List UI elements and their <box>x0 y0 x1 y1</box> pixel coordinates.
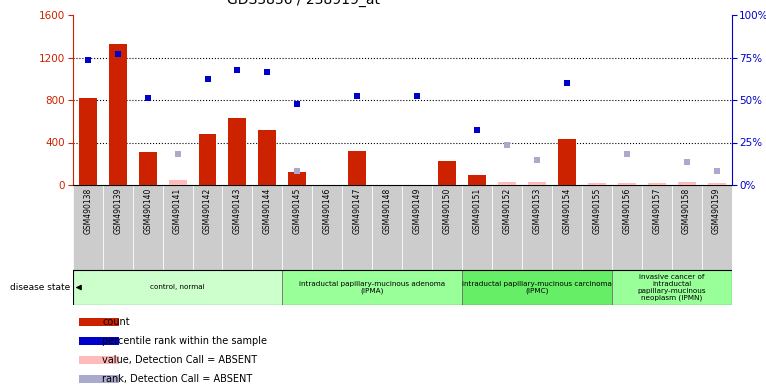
Text: GSM490147: GSM490147 <box>352 187 362 234</box>
Text: GSM490153: GSM490153 <box>532 187 542 234</box>
Bar <box>198 134 217 185</box>
Bar <box>228 118 247 185</box>
Text: GSM490150: GSM490150 <box>443 187 452 234</box>
Bar <box>162 185 192 270</box>
Bar <box>468 175 486 185</box>
Text: GSM490143: GSM490143 <box>233 187 242 234</box>
Bar <box>342 185 372 270</box>
Text: invasive cancer of
intraductal
papillary-mucinous
neoplasm (IPMN): invasive cancer of intraductal papillary… <box>637 274 706 301</box>
Bar <box>133 185 162 270</box>
Title: GDS3836 / 238919_at: GDS3836 / 238919_at <box>227 0 380 7</box>
Text: GSM490146: GSM490146 <box>322 187 332 234</box>
Text: GSM490158: GSM490158 <box>682 187 691 234</box>
Bar <box>283 185 313 270</box>
Bar <box>283 270 462 305</box>
Bar <box>432 185 462 270</box>
Bar <box>402 185 432 270</box>
Bar <box>79 98 97 185</box>
Bar <box>73 270 283 305</box>
Text: GSM490145: GSM490145 <box>293 187 302 234</box>
Text: control, normal: control, normal <box>150 285 205 291</box>
Text: GSM490157: GSM490157 <box>652 187 661 234</box>
Bar <box>349 151 366 185</box>
Bar <box>498 182 516 185</box>
Bar <box>702 185 732 270</box>
Text: count: count <box>103 318 130 328</box>
Bar <box>588 183 606 185</box>
Bar <box>552 185 582 270</box>
Bar <box>80 356 119 364</box>
Bar <box>678 182 696 185</box>
Bar <box>80 338 119 345</box>
Text: percentile rank within the sample: percentile rank within the sample <box>103 336 267 346</box>
Bar <box>73 185 103 270</box>
Bar <box>109 44 126 185</box>
Bar <box>672 185 702 270</box>
Bar <box>492 185 522 270</box>
Bar <box>169 180 187 185</box>
Bar <box>372 185 402 270</box>
Text: GSM490148: GSM490148 <box>383 187 391 234</box>
Bar <box>582 185 612 270</box>
Text: GSM490156: GSM490156 <box>622 187 631 234</box>
Text: rank, Detection Call = ABSENT: rank, Detection Call = ABSENT <box>103 374 253 384</box>
Text: GSM490152: GSM490152 <box>502 187 512 234</box>
Text: value, Detection Call = ABSENT: value, Detection Call = ABSENT <box>103 355 257 365</box>
Text: GSM490155: GSM490155 <box>592 187 601 234</box>
Text: intraductal papillary-mucinous carcinoma
(IPMC): intraductal papillary-mucinous carcinoma… <box>462 281 612 294</box>
Text: GSM490142: GSM490142 <box>203 187 212 234</box>
Bar <box>708 183 725 185</box>
Text: GSM490138: GSM490138 <box>83 187 92 234</box>
Bar <box>612 270 732 305</box>
Text: GSM490140: GSM490140 <box>143 187 152 234</box>
Bar <box>528 182 546 185</box>
Bar <box>192 185 222 270</box>
Text: GSM490159: GSM490159 <box>712 187 721 234</box>
Bar <box>313 185 342 270</box>
Bar <box>558 139 576 185</box>
Bar <box>462 270 612 305</box>
Text: GSM490149: GSM490149 <box>413 187 421 234</box>
Bar <box>80 375 119 383</box>
Text: intraductal papillary-mucinous adenoma
(IPMA): intraductal papillary-mucinous adenoma (… <box>300 281 445 294</box>
Text: GSM490139: GSM490139 <box>113 187 123 234</box>
Bar <box>80 318 119 326</box>
Text: GSM490144: GSM490144 <box>263 187 272 234</box>
Bar <box>462 185 492 270</box>
Bar <box>642 185 672 270</box>
Bar <box>288 172 306 185</box>
Text: GSM490141: GSM490141 <box>173 187 182 234</box>
Bar <box>617 183 636 185</box>
Text: disease state: disease state <box>9 283 70 292</box>
Bar <box>139 152 156 185</box>
Bar <box>438 161 456 185</box>
Bar <box>612 185 642 270</box>
Bar <box>253 185 283 270</box>
Text: GSM490154: GSM490154 <box>562 187 571 234</box>
Bar <box>103 185 133 270</box>
Bar <box>522 185 552 270</box>
Bar <box>648 183 666 185</box>
Bar <box>258 130 277 185</box>
Text: GSM490151: GSM490151 <box>473 187 482 234</box>
Bar <box>222 185 253 270</box>
